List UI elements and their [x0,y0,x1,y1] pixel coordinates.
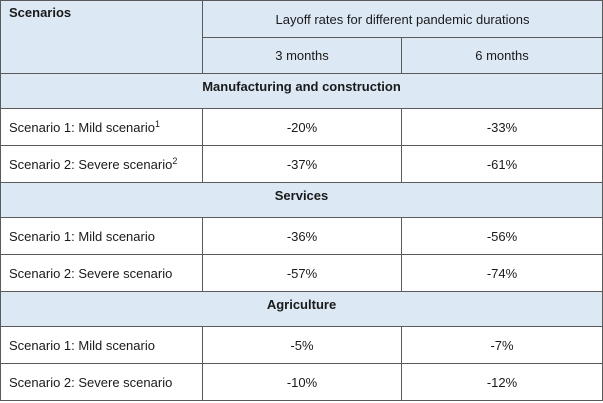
scenario-label: Scenario 2: Severe scenario2 [0,145,203,183]
rate-3-months: -20% [202,108,402,146]
rate-3-months: -10% [202,363,402,401]
header-row: Scenarios Layoff rates for different pan… [0,0,603,74]
table-row: Scenario 1: Mild scenario -5% -7% [0,326,603,364]
durations-group-header: Layoff rates for different pandemic dura… [202,0,603,38]
section-row: Services [0,182,603,218]
footnote-marker: 1 [154,118,160,129]
subheader-row: 3 months 6 months [1,37,603,74]
rate-6-months: -33% [401,108,603,146]
table-row: Scenario 1: Mild scenario -36% -56% [0,217,603,255]
rate-6-months: -61% [401,145,603,183]
rate-3-months: -5% [202,326,402,364]
table-row: Scenario 2: Severe scenario -10% -12% [0,363,603,401]
rate-3-months: -57% [202,254,402,292]
scenario-label-text: Scenario 2: Severe scenario [9,156,173,172]
col-6-months-header: 6 months [401,37,603,74]
rate-6-months: -56% [401,217,603,255]
table-row: Scenario 1: Mild scenario1 -20% -33% [0,108,603,146]
section-row: Manufacturing and construction [0,73,603,109]
scenario-label: Scenario 2: Severe scenario [0,363,203,401]
scenarios-header: Scenarios [0,0,203,74]
rate-3-months: -36% [202,217,402,255]
section-title: Agriculture [0,291,603,327]
footnote-marker: 2 [172,155,178,166]
rate-6-months: -12% [401,363,603,401]
rate-3-months: -37% [202,145,402,183]
rate-6-months: -74% [401,254,603,292]
scenario-label-text: Scenario 1: Mild scenario [9,119,155,135]
scenario-label: Scenario 1: Mild scenario1 [0,108,203,146]
table-row: Scenario 2: Severe scenario -57% -74% [0,254,603,292]
scenario-label: Scenario 1: Mild scenario [0,326,203,364]
col-3-months-header: 3 months [202,37,402,74]
rate-6-months: -7% [401,326,603,364]
scenario-label: Scenario 2: Severe scenario [0,254,203,292]
section-title: Manufacturing and construction [0,73,603,109]
section-row: Agriculture [0,291,603,327]
table-row: Scenario 2: Severe scenario2 -37% -61% [0,145,603,183]
scenario-label: Scenario 1: Mild scenario [0,217,203,255]
section-title: Services [0,182,603,218]
